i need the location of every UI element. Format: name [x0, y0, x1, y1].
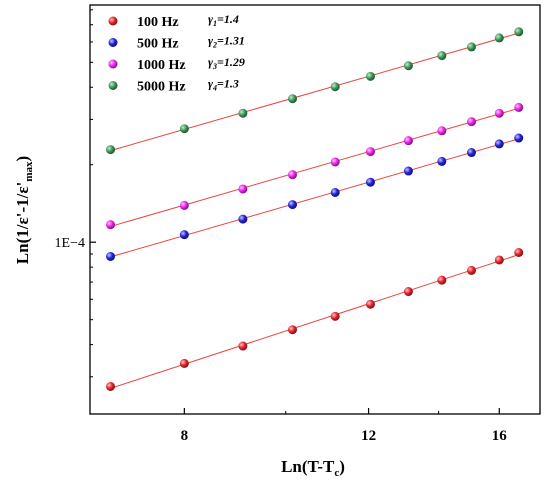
data-point [437, 51, 447, 61]
data-point [403, 166, 413, 176]
data-point [179, 358, 189, 368]
data-point [494, 33, 504, 43]
data-point [179, 200, 189, 210]
data-point [494, 108, 504, 118]
fit-lines [110, 32, 519, 389]
legend-label: 500 Hz [137, 37, 179, 52]
data-point [437, 126, 447, 136]
data-point [514, 102, 524, 112]
data-point [365, 71, 375, 81]
fit-line-3 [110, 32, 519, 152]
data-point [287, 94, 297, 104]
data-point [287, 170, 297, 180]
data-point [494, 255, 504, 265]
data-point [514, 27, 524, 37]
x-tick-label: 8 [181, 428, 189, 444]
plot-frame [89, 4, 541, 415]
data-point [437, 156, 447, 166]
legend-label: 1000 Hz [137, 58, 186, 73]
gamma-label: γ4=1.3 [208, 77, 239, 93]
axis-ticks: 8 12 16 1E−4 [55, 9, 508, 444]
data-point [466, 265, 476, 275]
data-point [179, 124, 189, 134]
data-point [238, 108, 248, 118]
data-point [514, 133, 524, 143]
gamma-label: γ2=1.31 [208, 34, 245, 50]
data-points [106, 27, 524, 391]
y-axis-title: Ln(1/ε'-1/ε'max) [13, 156, 35, 264]
x-tick-label: 12 [361, 428, 376, 444]
data-point [238, 341, 248, 351]
data-point [403, 61, 413, 71]
data-point [238, 214, 248, 224]
data-point [287, 325, 297, 335]
data-point [287, 200, 297, 210]
gamma-label: γ1=1.4 [208, 12, 239, 28]
data-point [238, 184, 248, 194]
legend: 100 Hz γ1=1.4 500 Hz γ2=1.31 1000 Hz γ3=1.29 5… [108, 12, 245, 95]
fit-line-1 [110, 138, 519, 258]
x-axis-title: Ln(T-Tc) [281, 457, 345, 479]
data-point [466, 148, 476, 158]
data-point [365, 147, 375, 157]
data-point [106, 381, 116, 391]
data-point [437, 275, 447, 285]
legend-marker [108, 38, 118, 47]
legend-marker [108, 16, 118, 26]
data-point [106, 251, 116, 261]
gamma-label: γ3=1.29 [208, 55, 245, 71]
data-point [106, 220, 116, 230]
data-point [403, 136, 413, 146]
data-point [365, 177, 375, 187]
data-point [365, 299, 375, 309]
legend-label: 5000 Hz [137, 80, 186, 95]
data-point [106, 145, 116, 155]
legend-label: 100 Hz [137, 15, 179, 30]
data-point [330, 311, 340, 321]
fit-line-0 [110, 254, 519, 389]
data-point [403, 287, 413, 297]
y-tick-label: 1E−4 [55, 236, 85, 251]
fit-line-2 [110, 107, 519, 227]
data-point [179, 230, 189, 240]
legend-marker [108, 59, 118, 69]
data-point [330, 157, 340, 167]
legend-marker [108, 81, 118, 90]
data-point [466, 42, 476, 52]
data-point [466, 117, 476, 127]
data-point [330, 82, 340, 92]
data-point [494, 139, 504, 149]
data-point [514, 247, 524, 257]
data-point [330, 187, 340, 197]
x-tick-label: 16 [492, 428, 508, 444]
